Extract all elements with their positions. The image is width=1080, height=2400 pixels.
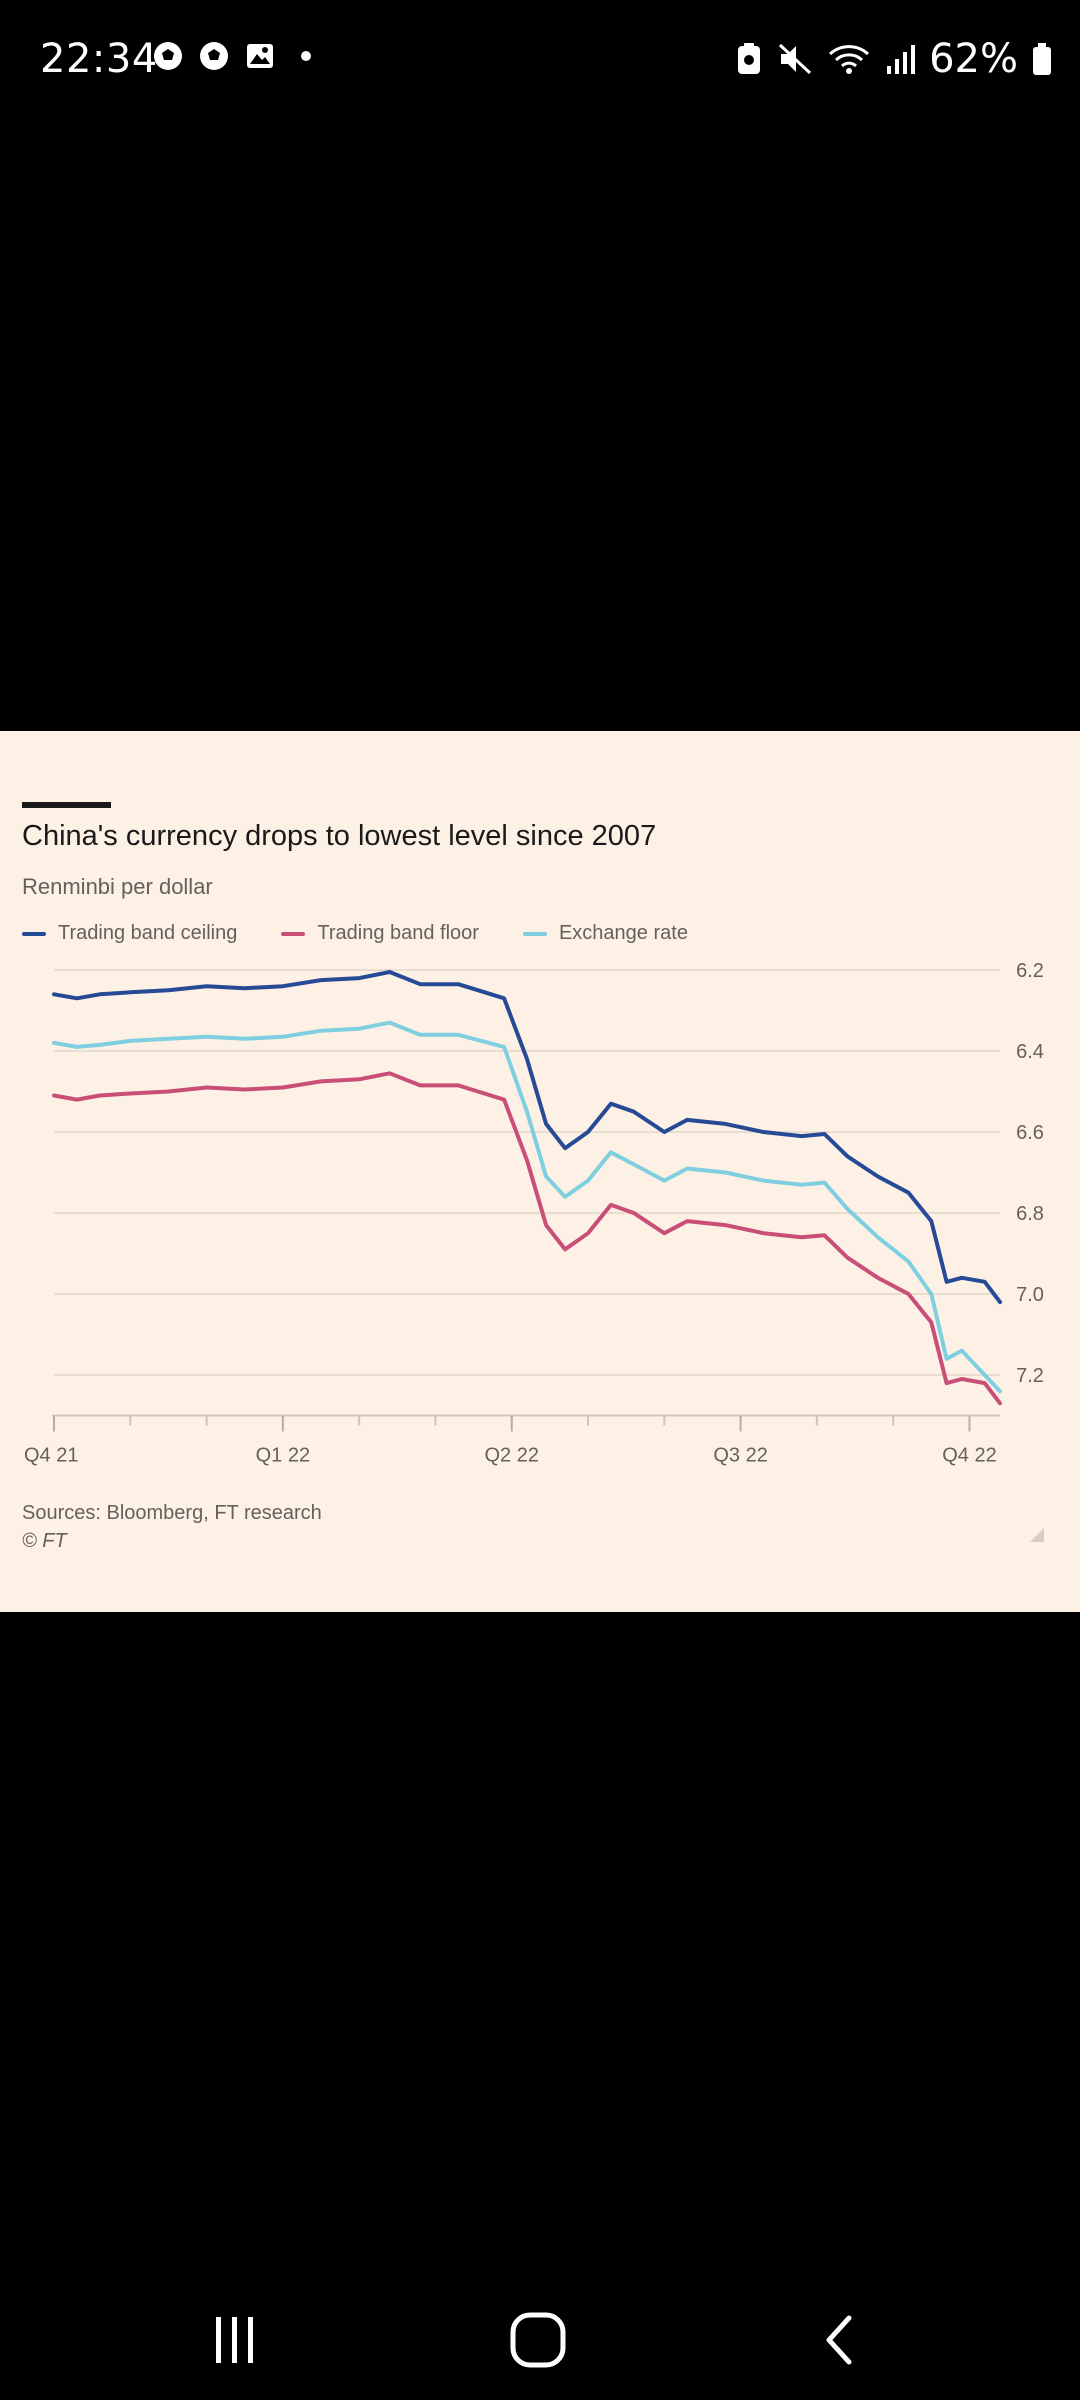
series-line-trading-band-floor [52,1071,1002,1406]
home-button[interactable] [478,2300,598,2380]
soccer-ball-icon [200,42,228,70]
chart-source: Sources: Bloomberg, FT research [22,1502,322,1524]
chart-copyright: © FT [22,1530,67,1552]
legend-item-ceiling: Trading band ceiling [22,922,237,945]
nfc-icon [738,43,761,74]
resize-handle-icon [1030,1528,1044,1542]
chart-card [0,731,1080,1612]
status-time: 22:34 [40,36,158,82]
legend-label-ceiling: Trading band ceiling [58,922,238,944]
series-line-trading-band-ceiling [52,970,1002,1305]
status-bar: 22:34 62% [0,0,1080,124]
y-tick-label: 6.8 [1016,1203,1044,1225]
y-tick-label: 6.6 [1016,1122,1044,1144]
navigation-bar [0,2260,1080,2400]
system-icons: 62% [735,36,1052,82]
legend-label-floor: Trading band floor [317,922,479,944]
recent-apps-icon [216,2317,253,2363]
back-icon [826,2315,852,2365]
y-tick-label: 7.2 [1016,1365,1044,1387]
chart-legend: Trading band ceiling Trading band floor … [22,922,688,945]
x-tick-label: Q2 22 [484,1445,538,1467]
y-tick-label: 6.2 [1016,960,1044,982]
y-tick-label: 6.4 [1016,1041,1044,1063]
x-tick-label: Q4 21 [24,1445,78,1467]
soccer-ball-icon [154,42,182,70]
chart-title: China's currency drops to lowest level s… [22,820,657,852]
legend-item-exchange: Exchange rate [522,922,688,945]
wifi-icon [829,45,870,74]
battery-icon [1033,43,1051,75]
x-tick-label: Q1 22 [256,1445,310,1467]
dot-icon [301,51,311,61]
back-button[interactable] [781,2300,901,2380]
battery-percent: 62% [929,36,1018,82]
legend-swatch-exchange [522,931,547,936]
image-icon [247,44,273,68]
legend-item-floor: Trading band floor [281,922,479,945]
home-icon [510,2312,566,2368]
legend-swatch-ceiling [22,931,46,936]
mute-icon [779,43,812,75]
line-chart: 6.2 6.4 6.6 6.8 7.0 7.2 Q4 21 Q1 22 Q2 22 Q3 22 Q4… [24,960,1044,1467]
notification-icons [152,40,322,72]
legend-label-exchange: Exchange rate [558,922,688,944]
recent-apps-button[interactable] [175,2300,295,2380]
signal-icon [887,45,916,74]
legend-swatch-floor [281,931,306,936]
series-line-exchange-rate [52,1020,1002,1394]
x-tick-label: Q4 22 [942,1445,996,1467]
y-tick-label: 7.0 [1016,1284,1044,1306]
chart-subtitle: Renminbi per dollar [22,874,213,899]
x-tick-label: Q3 22 [713,1445,767,1467]
title-accent-bar [22,802,111,808]
